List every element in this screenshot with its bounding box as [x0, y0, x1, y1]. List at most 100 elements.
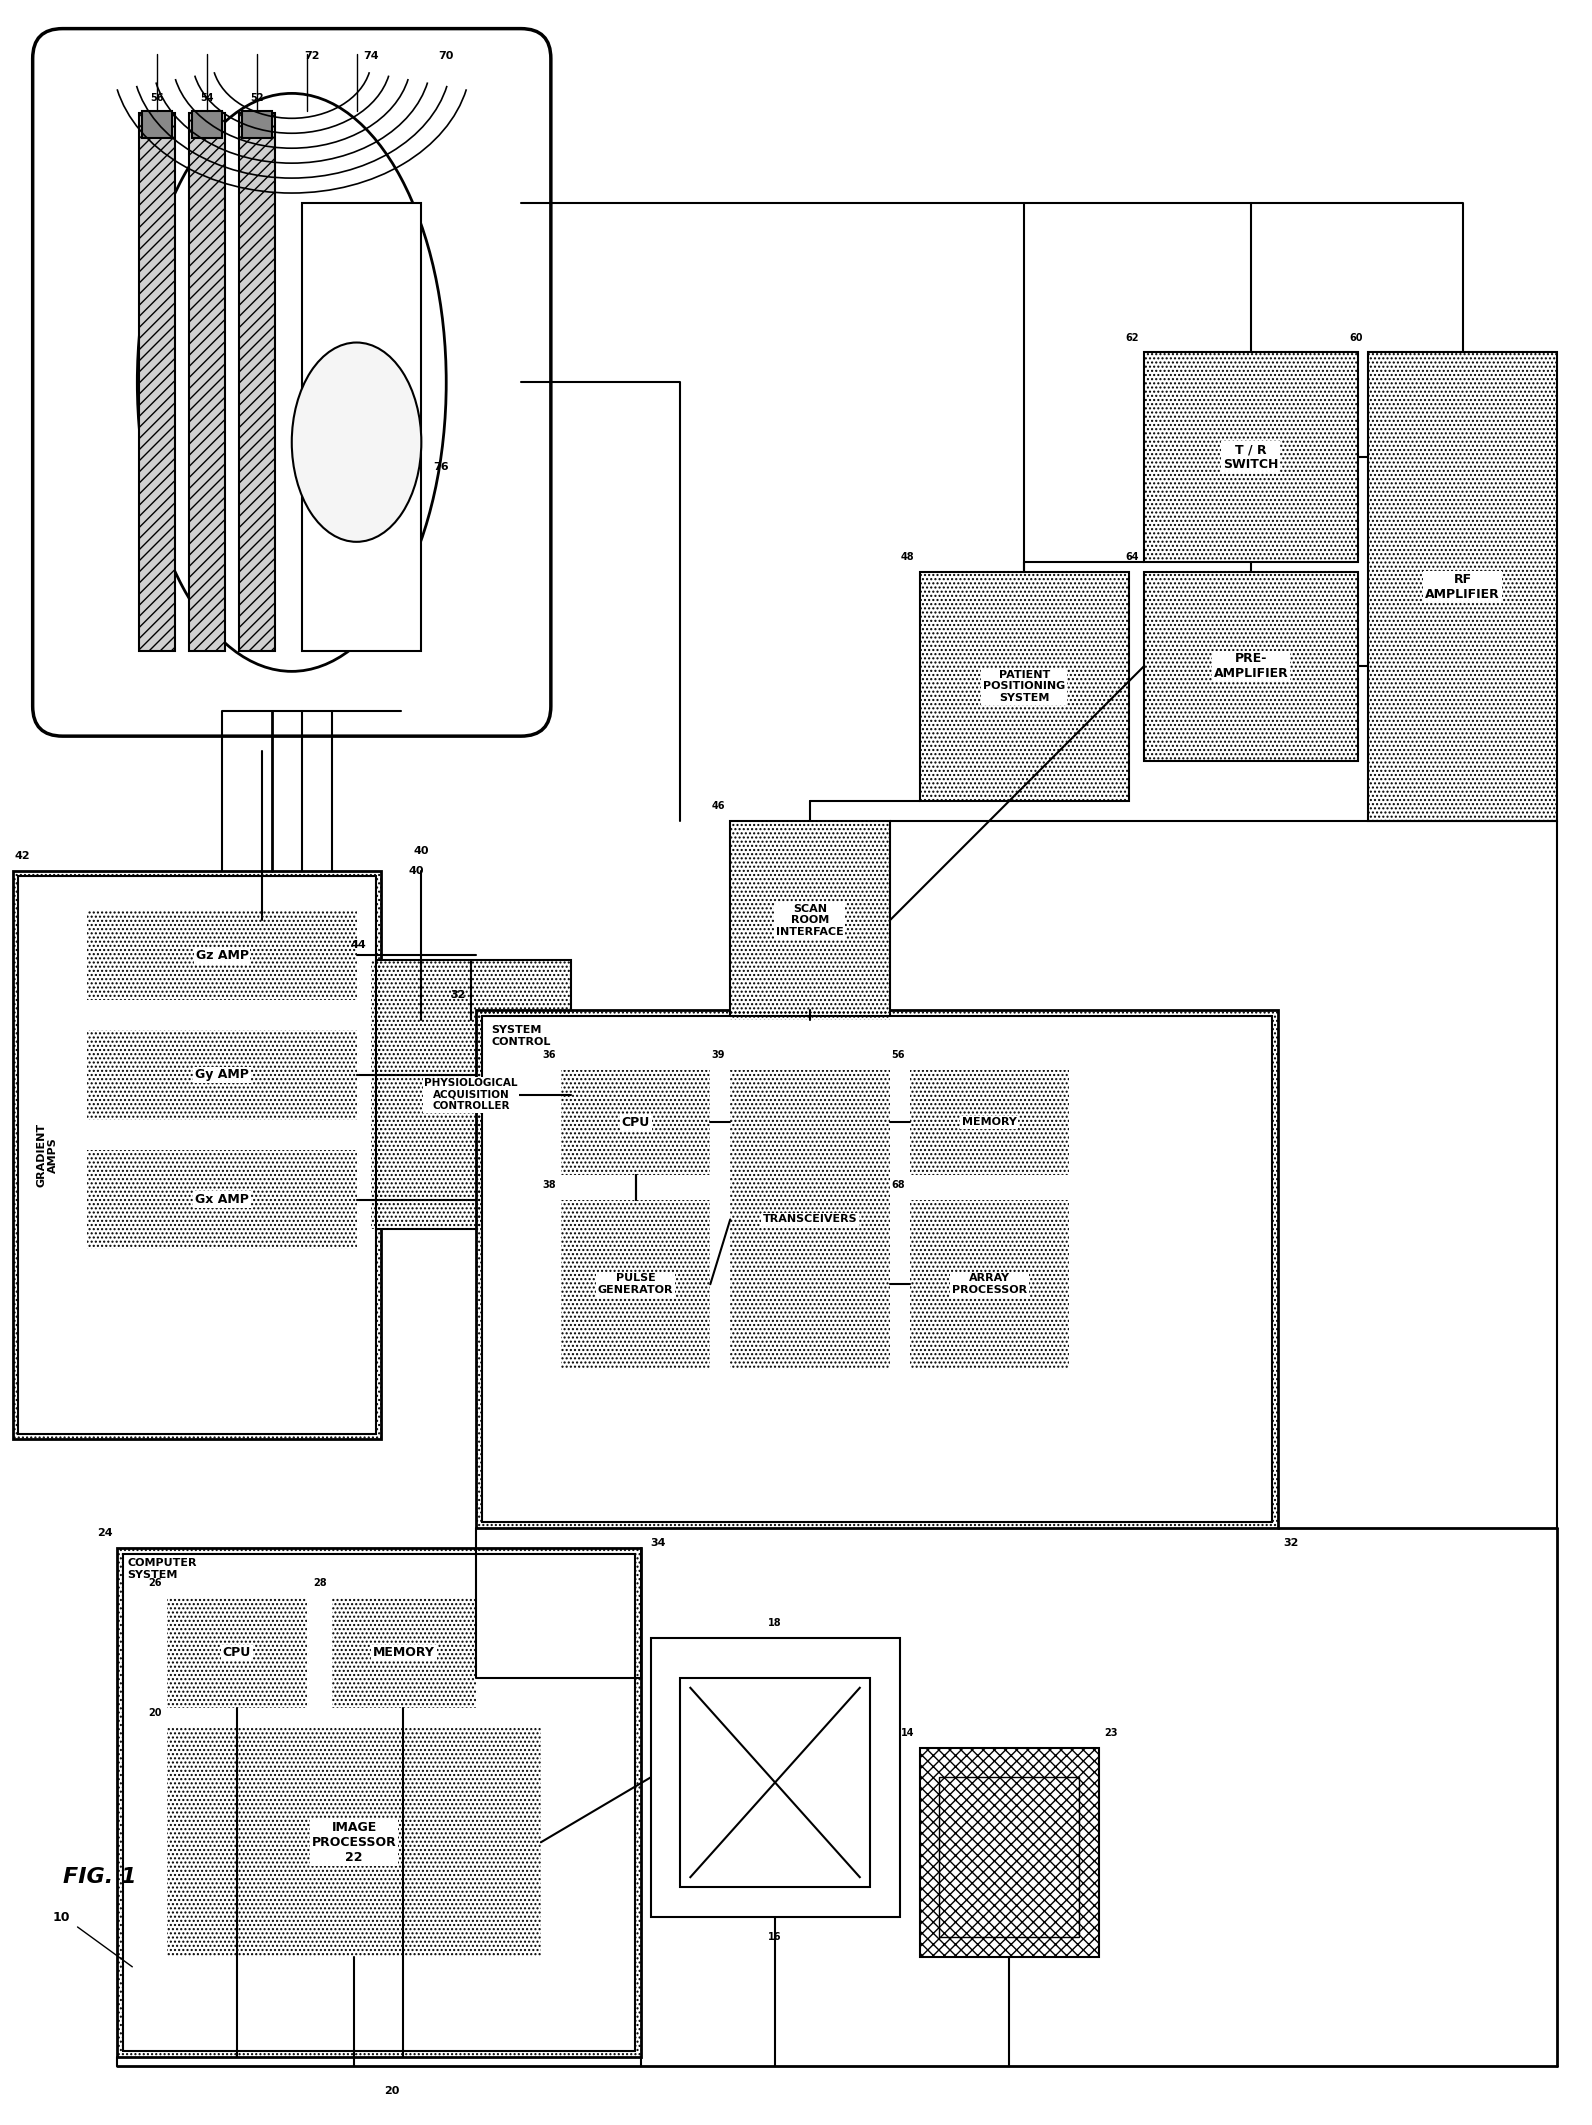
Text: 34: 34 [651, 1538, 665, 1549]
Text: Gx AMP: Gx AMP [196, 1192, 248, 1207]
Bar [13, 871, 382, 1439]
Bar [88, 1031, 357, 1120]
Bar [88, 1150, 357, 1249]
FancyBboxPatch shape [33, 28, 551, 735]
Bar [18, 876, 376, 1434]
Bar [909, 1071, 1070, 1175]
Text: SYSTEM
CONTROL: SYSTEM CONTROL [490, 1024, 551, 1048]
Bar [680, 1679, 869, 1887]
Text: CPU: CPU [621, 1116, 650, 1128]
Bar [1143, 572, 1358, 761]
Bar [167, 1728, 541, 1957]
Text: 38: 38 [543, 1179, 556, 1190]
Text: 20: 20 [148, 1708, 162, 1717]
Bar [482, 1016, 1272, 1522]
Bar [139, 113, 175, 652]
Bar [167, 1598, 307, 1708]
Bar [731, 820, 890, 1020]
Text: PATIENT
POSITIONING
SYSTEM: PATIENT POSITIONING SYSTEM [984, 669, 1065, 703]
Text: 56: 56 [892, 1050, 904, 1060]
Bar [331, 1598, 476, 1708]
Bar [193, 110, 221, 138]
Bar [167, 1728, 541, 1957]
Bar [651, 1638, 899, 1917]
Text: 24: 24 [97, 1528, 113, 1538]
Bar [189, 113, 224, 652]
Bar [920, 1747, 1098, 1957]
Text: 39: 39 [712, 1050, 726, 1060]
Bar [239, 113, 275, 652]
Text: 14: 14 [901, 1728, 914, 1738]
Bar [302, 204, 422, 652]
Bar [88, 1031, 357, 1120]
Bar [118, 1549, 640, 2057]
Bar [167, 1598, 307, 1708]
Text: 42: 42 [14, 850, 30, 861]
Bar [560, 1071, 710, 1175]
Text: GRADIENT
AMPS: GRADIENT AMPS [37, 1122, 59, 1186]
Text: CPU: CPU [223, 1647, 252, 1660]
Bar [118, 1549, 640, 2057]
Text: IMAGE
PROCESSOR
22: IMAGE PROCESSOR 22 [312, 1821, 396, 1864]
Bar [242, 110, 272, 138]
Text: 70: 70 [438, 51, 454, 60]
Bar [13, 871, 382, 1439]
Text: PHYSIOLOGICAL
ACQUISITION
CONTROLLER: PHYSIOLOGICAL ACQUISITION CONTROLLER [425, 1077, 517, 1111]
Text: T / R
SWITCH: T / R SWITCH [1223, 444, 1278, 472]
Bar [88, 910, 357, 1001]
Text: FIG. 1: FIG. 1 [62, 1868, 135, 1887]
Bar [1368, 353, 1557, 820]
Text: Gy AMP: Gy AMP [196, 1069, 248, 1082]
Text: 16: 16 [769, 1932, 782, 1942]
Text: 44: 44 [350, 941, 366, 950]
Text: PULSE
GENERATOR: PULSE GENERATOR [599, 1273, 673, 1294]
Text: RF
AMPLIFIER: RF AMPLIFIER [1425, 572, 1500, 601]
Bar [331, 1598, 476, 1708]
Bar [909, 1198, 1070, 1368]
Bar [909, 1071, 1070, 1175]
Bar [560, 1198, 710, 1368]
Text: 10: 10 [53, 1910, 70, 1923]
Bar [1143, 353, 1358, 561]
Text: 32: 32 [451, 990, 466, 1001]
Bar [139, 113, 175, 652]
Bar [1368, 353, 1557, 820]
Ellipse shape [137, 94, 446, 672]
Bar [371, 960, 572, 1230]
Text: ARRAY
PROCESSOR: ARRAY PROCESSOR [952, 1273, 1027, 1294]
Text: 68: 68 [892, 1179, 904, 1190]
Bar [88, 1150, 357, 1249]
Bar [920, 572, 1129, 801]
Text: 26: 26 [148, 1579, 162, 1587]
Bar [731, 1071, 890, 1368]
Text: 60: 60 [1350, 332, 1363, 342]
Text: Gz AMP: Gz AMP [196, 950, 248, 963]
Text: TRANSCEIVERS: TRANSCEIVERS [763, 1216, 856, 1224]
Text: 74: 74 [363, 51, 379, 60]
Text: 46: 46 [712, 801, 726, 812]
Text: 64: 64 [1126, 552, 1138, 561]
Text: 72: 72 [304, 51, 320, 60]
Text: 28: 28 [314, 1579, 326, 1587]
Bar [560, 1198, 710, 1368]
Bar [88, 910, 357, 1001]
Text: SCAN
ROOM
INTERFACE: SCAN ROOM INTERFACE [775, 903, 844, 937]
Text: 36: 36 [543, 1050, 556, 1060]
Bar [939, 1776, 1079, 1938]
Text: 32: 32 [1283, 1538, 1299, 1549]
Text: 40: 40 [414, 846, 430, 856]
Text: 40: 40 [409, 865, 423, 875]
Bar [560, 1071, 710, 1175]
Text: MEMORY: MEMORY [962, 1118, 1017, 1126]
Bar [476, 1009, 1278, 1528]
Text: 48: 48 [901, 552, 914, 561]
Text: 52: 52 [250, 94, 264, 104]
Text: PRE-
AMPLIFIER: PRE- AMPLIFIER [1213, 652, 1288, 680]
Text: 76: 76 [433, 461, 449, 472]
Text: MEMORY: MEMORY [373, 1647, 435, 1660]
Text: COMPUTER
SYSTEM: COMPUTER SYSTEM [127, 1558, 197, 1579]
Bar [731, 820, 890, 1020]
Bar [1143, 572, 1358, 761]
Text: 56: 56 [151, 94, 164, 104]
Bar [731, 1071, 890, 1368]
